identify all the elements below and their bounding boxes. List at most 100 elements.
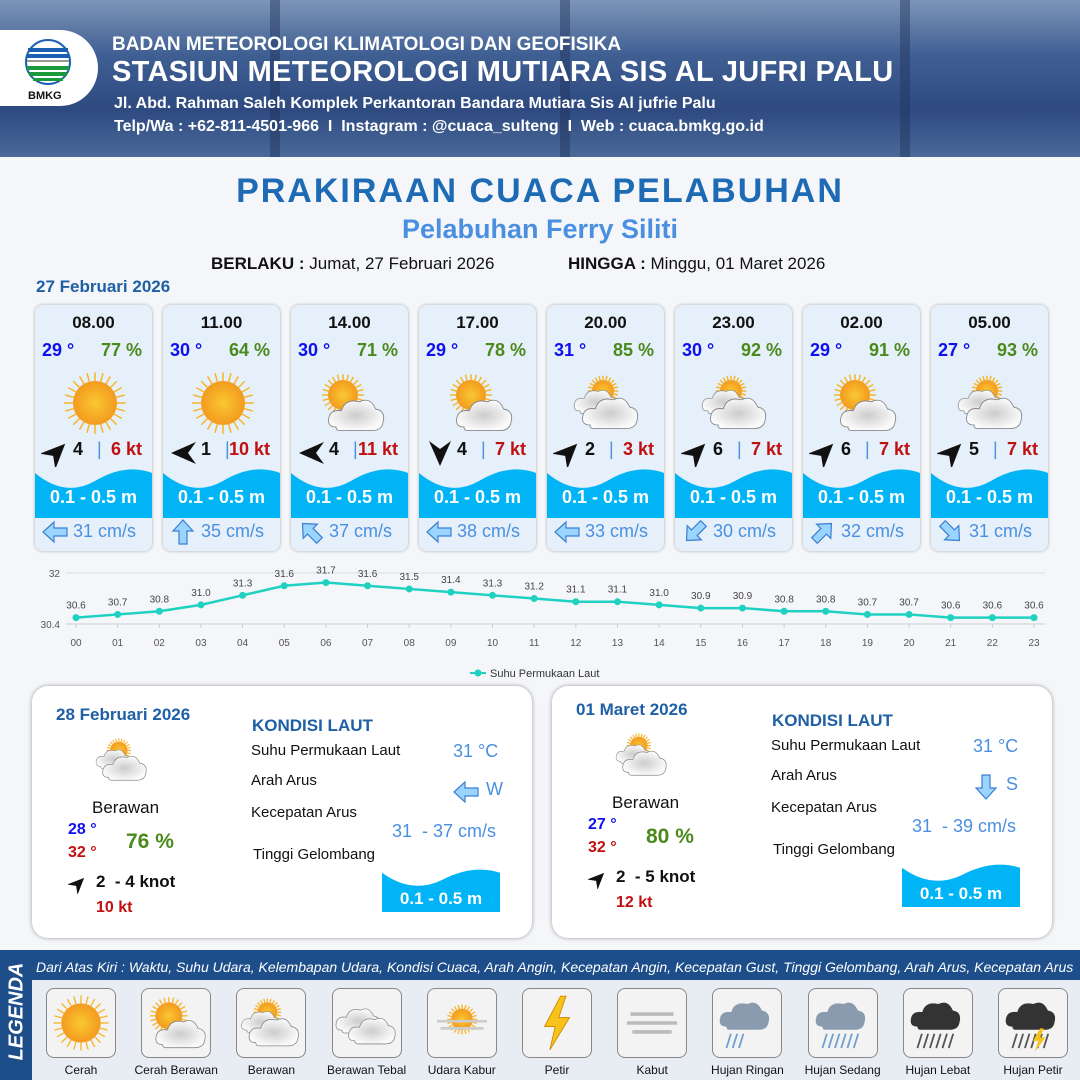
air-temp: 30 °: [298, 340, 331, 360]
wave-icon: [931, 463, 1048, 518]
gust-speed: 7 kt: [750, 439, 782, 459]
current-speed: 31 - 39 cm/s: [912, 816, 1017, 836]
data-label: 31.4: [441, 575, 461, 586]
forecast-time: 23.00: [712, 313, 755, 332]
data-point: [780, 607, 788, 615]
wind-direction-icon: [807, 439, 839, 470]
data-label: 31.7: [316, 566, 336, 577]
forecast-card: 05.00 27 ° 93 % 5 | 7 kt 0.1 - 0.5 m 31 …: [931, 305, 1048, 551]
current-direction-label: Arah Arus: [251, 772, 317, 789]
sst-value: 31 °C: [453, 741, 499, 761]
current-speed: 35 cm/s: [201, 521, 265, 541]
gust-speed: 11 kt: [357, 439, 398, 459]
legend-marker: [474, 669, 482, 677]
data-point: [322, 579, 330, 587]
gust-speed: 7 kt: [878, 439, 910, 459]
wave-height: 0.1 - 0.5 m: [817, 487, 906, 507]
humidity: 93 %: [996, 340, 1038, 360]
data-point: [447, 588, 455, 596]
wave-icon: [675, 463, 792, 518]
page-subtitle: Pelabuhan Ferry Siliti: [401, 214, 679, 244]
data-label: 30.6: [66, 601, 86, 612]
wave-icon: [382, 864, 500, 912]
current-direction-icon: [452, 778, 480, 811]
day-date: 01 Maret 2026: [576, 700, 688, 719]
page-title: PRAKIRAAN CUACA PELABUHAN: [236, 172, 844, 210]
data-label: 30.8: [774, 594, 794, 605]
wind-speed: 5: [969, 439, 980, 459]
current-speed: 38 cm/s: [457, 521, 521, 541]
current-speed: 31 cm/s: [73, 521, 137, 541]
current-speed: 31 cm/s: [969, 521, 1033, 541]
data-point: [364, 582, 372, 590]
x-tick-label: 13: [612, 638, 624, 649]
wave-icon: [163, 463, 280, 518]
wind-speed: 6: [841, 439, 852, 459]
current-direction-icon: [41, 518, 69, 546]
legend-item-label: Petir: [544, 1063, 570, 1077]
gust-speed: 12 kt: [616, 894, 653, 911]
wave-height: 0.1 - 0.5 m: [49, 487, 138, 507]
current-direction-icon: [809, 518, 837, 546]
daily-summary-box: 28 Februari 2026 Berawan 28 ° 32 ° 76 % …: [32, 686, 532, 938]
wind-speed: 4: [329, 439, 340, 459]
wind-speed: 2: [585, 439, 596, 459]
air-temp: 29 °: [426, 340, 459, 360]
data-label: 30.6: [983, 601, 1003, 612]
forecast-time: 11.00: [200, 313, 243, 332]
x-tick-label: 20: [903, 638, 915, 649]
humidity: 64 %: [228, 340, 270, 360]
weather-icon: [87, 730, 157, 790]
data-point: [947, 614, 955, 622]
forecast-card: 02.00 29 ° 91 % 6 | 7 kt 0.1 - 0.5 m 32 …: [803, 305, 920, 551]
data-label: 31.6: [275, 569, 295, 580]
divider: |: [225, 439, 230, 459]
current-speed-label: Kecepatan Arus: [771, 799, 877, 816]
humidity: 91 %: [868, 340, 910, 360]
data-label: 30.7: [858, 597, 878, 608]
sst-line: [75, 581, 1034, 619]
data-label: 30.9: [733, 591, 753, 602]
wave-height: 0.1 - 0.5 m: [433, 487, 522, 507]
legend-item-label: Udara Kabur: [427, 1063, 496, 1077]
legend: LEGENDA Dari Atas Kiri : Waktu, Suhu Uda…: [0, 950, 1080, 1080]
current-speed: 31 - 37 cm/s: [392, 821, 497, 841]
divider: |: [865, 439, 870, 459]
weather-label: Berawan: [612, 793, 680, 812]
data-point: [613, 598, 621, 606]
data-point: [905, 610, 913, 618]
data-label: 30.8: [816, 594, 836, 605]
data-label: 30.8: [150, 594, 170, 605]
air-temp: 30 °: [170, 340, 203, 360]
current-speed: 32 cm/s: [841, 521, 905, 541]
x-tick-label: 17: [779, 638, 791, 649]
forecast-card: 23.00 30 ° 92 % 6 | 7 kt 0.1 - 0.5 m 30 …: [675, 305, 792, 551]
data-point: [489, 591, 497, 599]
sst-value: 31 °C: [973, 736, 1019, 756]
wind-direction-icon: [935, 439, 967, 470]
x-tick-label: 21: [945, 638, 957, 649]
current-direction-icon: [681, 518, 709, 546]
current-direction-icon: [425, 518, 453, 546]
legend-icon: [998, 988, 1068, 1058]
data-point: [155, 607, 163, 615]
x-tick-label: 09: [445, 638, 457, 649]
divider: |: [609, 439, 614, 459]
current-direction: W: [486, 779, 503, 799]
sea-condition-title: KONDISI LAUT: [252, 716, 373, 735]
legend-item-label: Hujan Petir: [1003, 1063, 1063, 1077]
humidity: 85 %: [612, 340, 654, 360]
weather-icon: [313, 365, 389, 441]
legend-icon: [617, 988, 688, 1058]
x-tick-label: 12: [570, 638, 582, 649]
valid-from: BERLAKU : Jumat, 27 Februari 2026: [211, 254, 495, 273]
gust-speed: 3 kt: [622, 439, 654, 459]
sst-label: Suhu Permukaan Laut: [251, 742, 401, 759]
data-label: 31.1: [566, 585, 586, 596]
legend-item-label: Kabut: [636, 1063, 668, 1077]
weather-icon: [607, 725, 677, 785]
legend-icon: [426, 988, 497, 1058]
forecast-card: 14.00 30 ° 71 % 4 | 11 kt 0.1 - 0.5 m 37…: [291, 305, 408, 551]
x-tick-label: 22: [987, 638, 999, 649]
data-label: 30.9: [691, 591, 711, 602]
